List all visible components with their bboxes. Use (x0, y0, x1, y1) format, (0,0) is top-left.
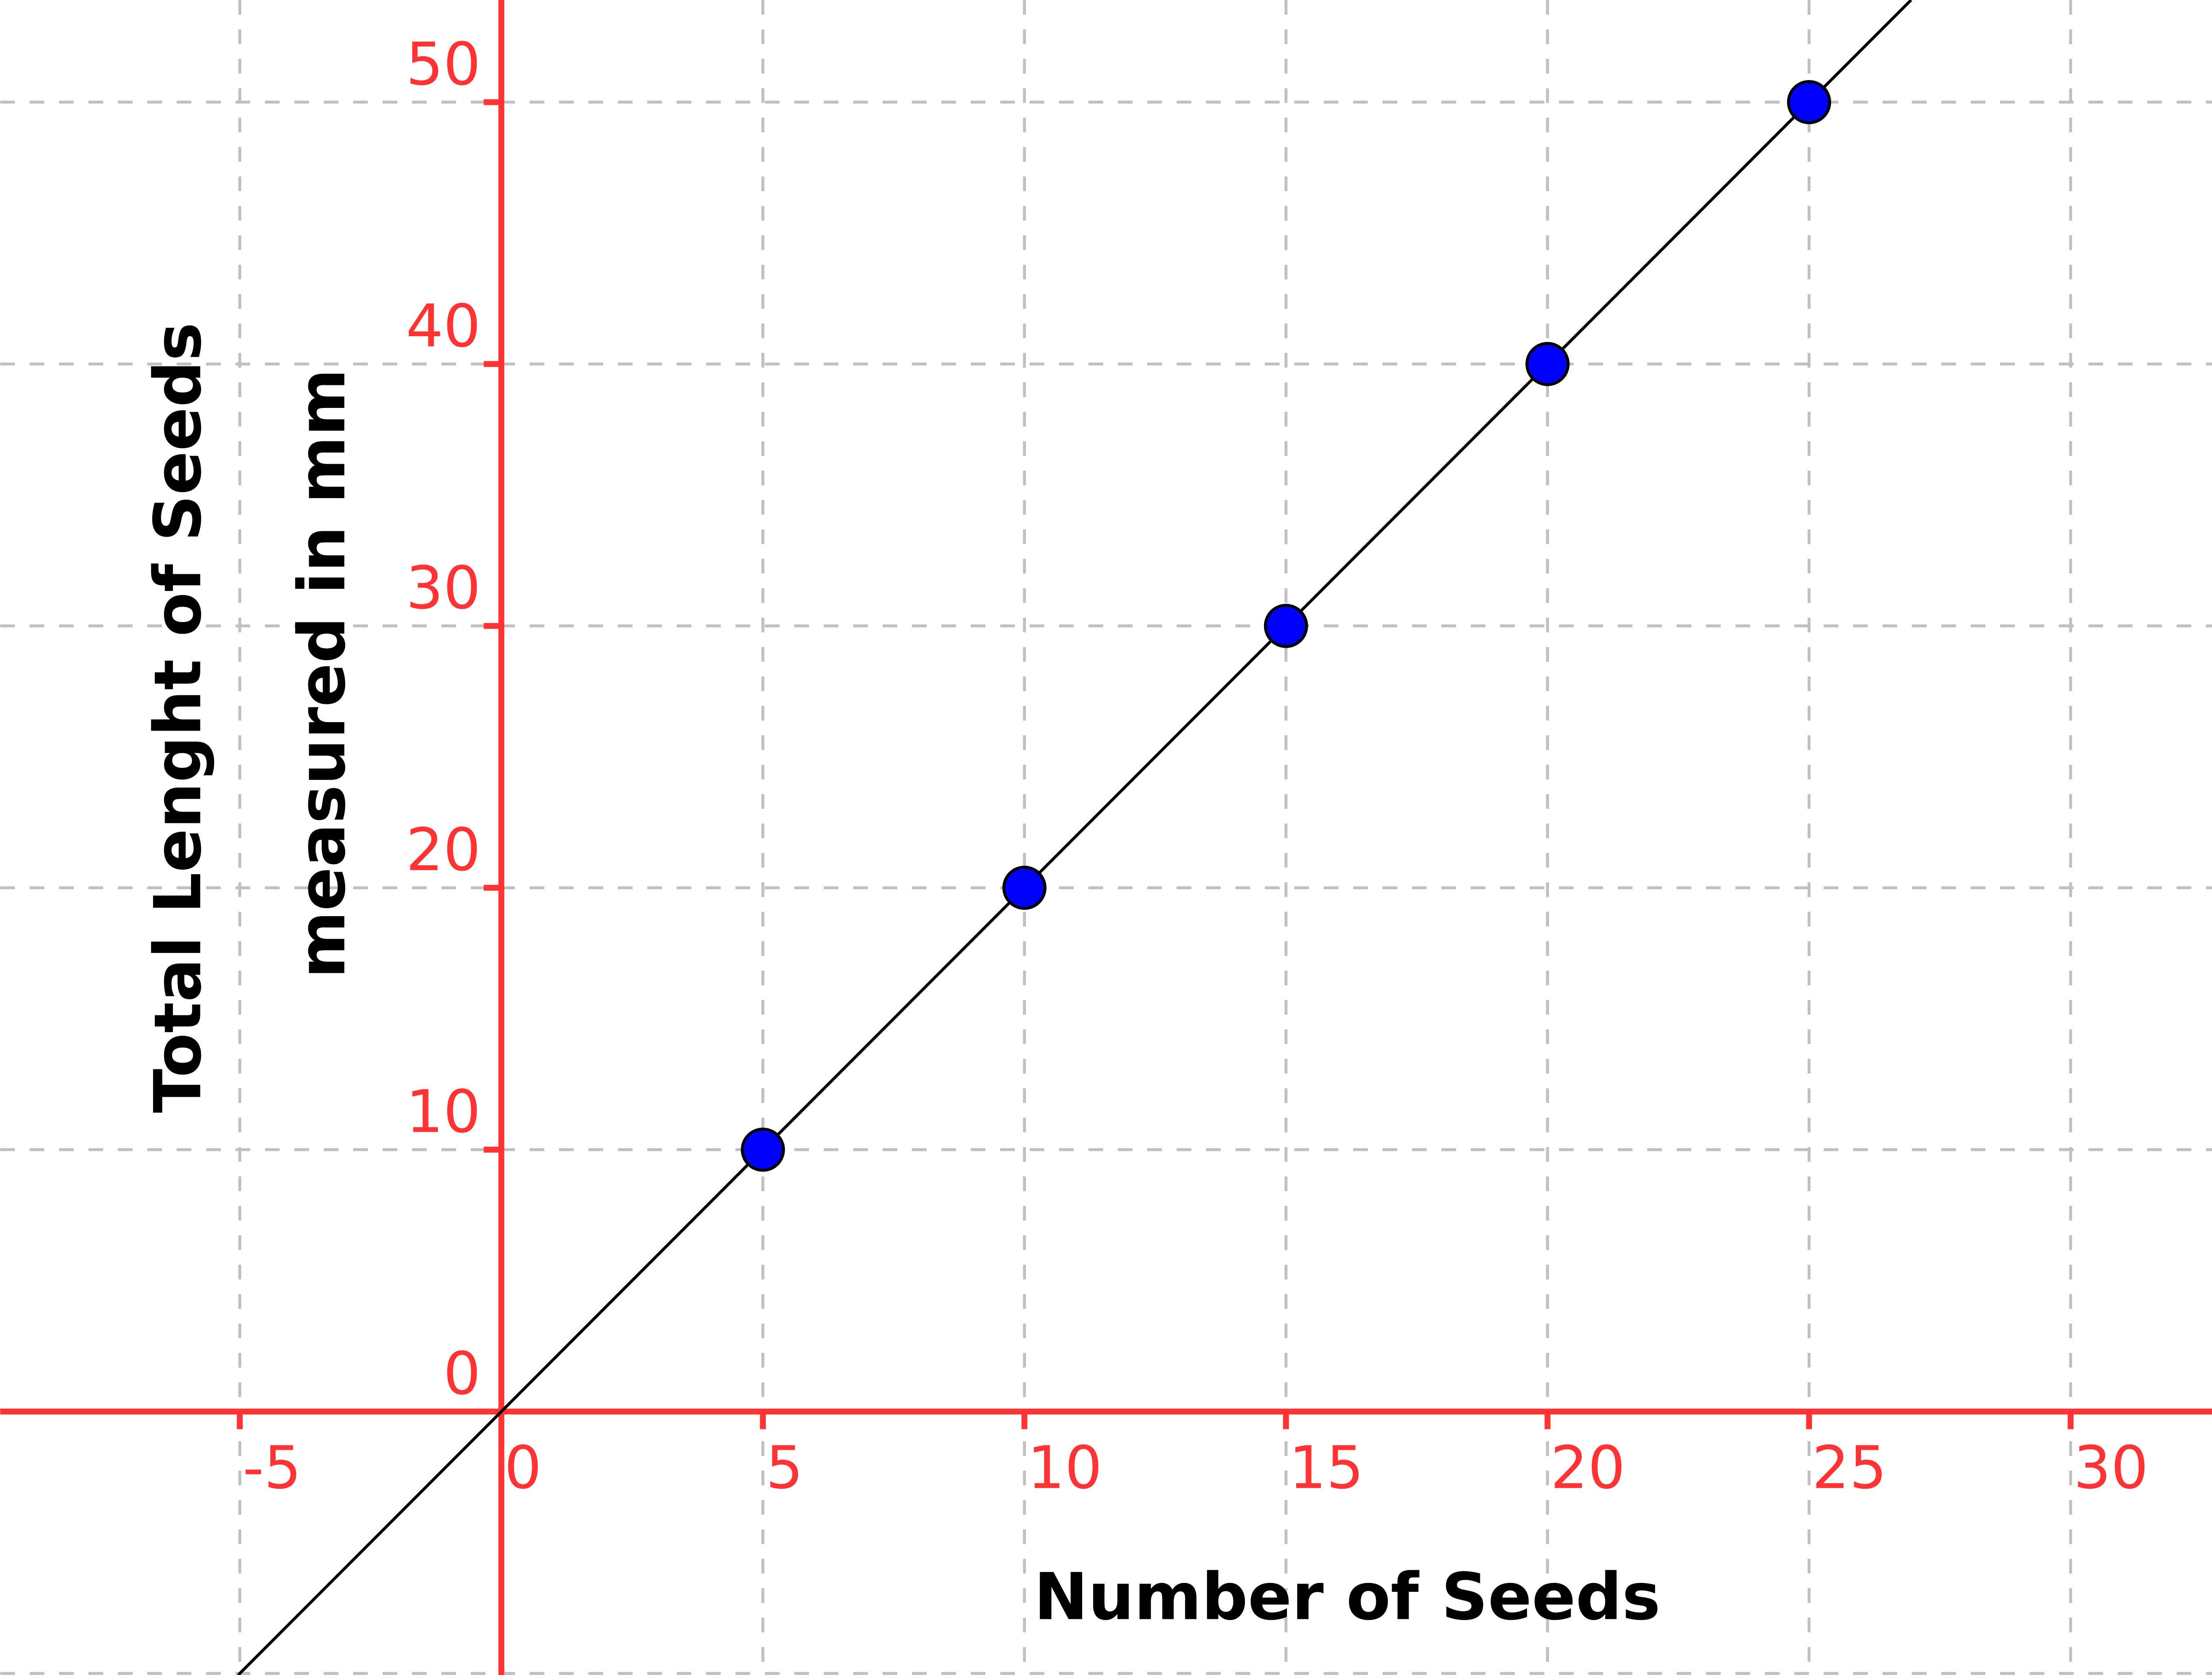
y-tick-label: 10 (406, 1078, 481, 1146)
fit-line (237, 0, 1912, 1675)
y-tick-label: 30 (406, 554, 481, 622)
data-point (1787, 80, 1832, 124)
data-point (1525, 342, 1570, 386)
x-axis-title: Number of Seeds (1034, 1560, 1660, 1635)
data-point (1002, 865, 1047, 910)
x-tick-label: 0 (504, 1434, 542, 1502)
y-tick-label: 0 (443, 1340, 481, 1408)
x-tick-label: 25 (1812, 1434, 1887, 1502)
x-tick-label: 30 (2074, 1434, 2148, 1502)
y-tick-label: 50 (406, 31, 481, 99)
fit-line-group (237, 0, 1912, 1675)
x-tick-label: 5 (766, 1434, 803, 1502)
tick-labels: -5 0 5 10 15 20 25 30 0 10 20 30 40 50 (243, 31, 2149, 1502)
y-axis-title-line-2: measured in mm (284, 369, 360, 978)
x-tick-label: 20 (1551, 1434, 1625, 1502)
x-tick-label: 10 (1027, 1434, 1102, 1502)
data-point (741, 1127, 785, 1172)
y-tick-label: 40 (406, 292, 481, 361)
y-axis-title-line-1: Total Lenght of Seeds (141, 323, 216, 1113)
x-tick-label: -5 (243, 1434, 302, 1502)
data-points (741, 80, 1832, 1172)
y-axis-title: Total Lenght of Seeds measured in mm (141, 323, 360, 1113)
x-tick-label: 15 (1289, 1434, 1363, 1502)
y-tick-label: 20 (406, 816, 481, 884)
data-point (1263, 603, 1308, 648)
